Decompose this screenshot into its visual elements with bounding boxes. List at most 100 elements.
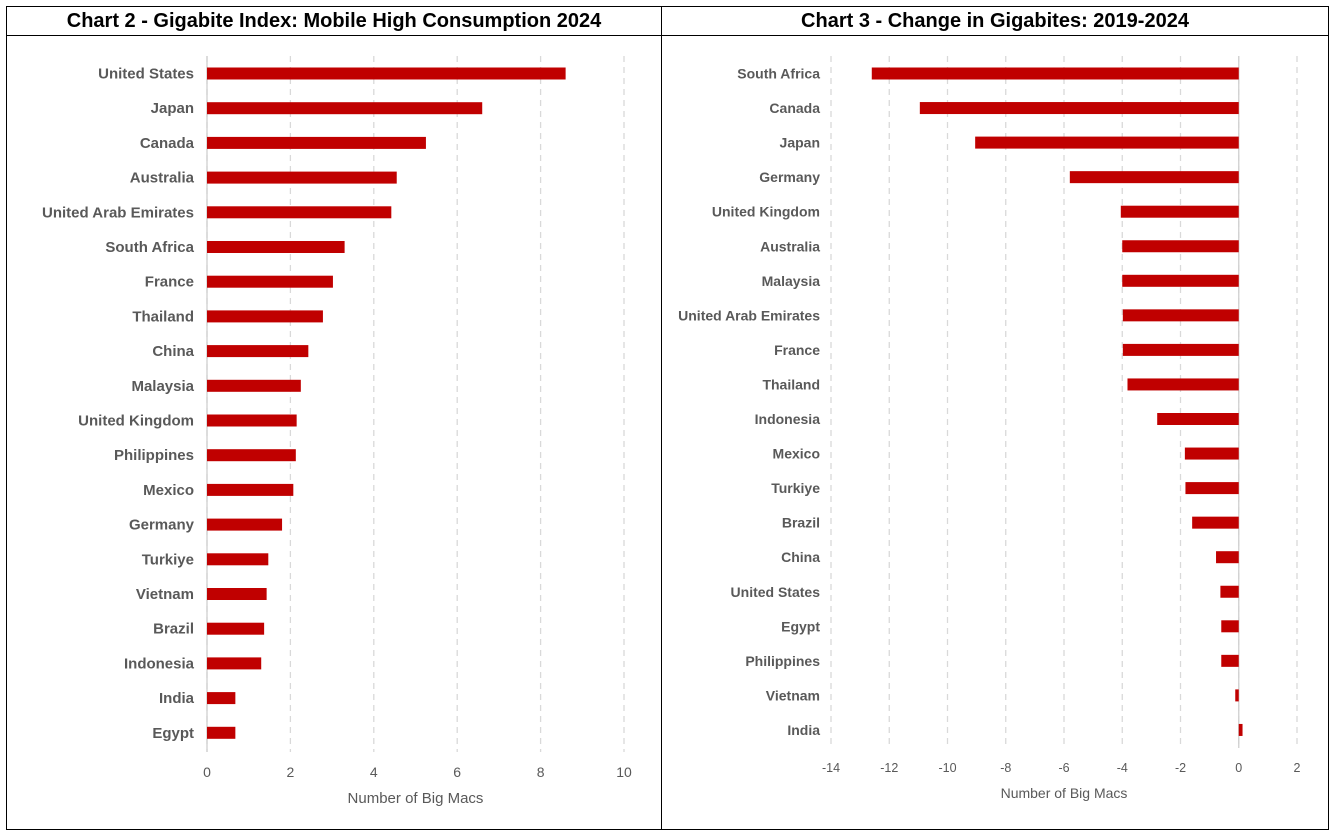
tick-label: 2 [287, 764, 295, 780]
category-label: Indonesia [124, 655, 195, 672]
bar [207, 379, 301, 392]
bar [1221, 654, 1239, 667]
x-axis-title: Number of Big Macs [348, 790, 484, 807]
category-label: Malaysia [131, 378, 194, 395]
category-label: France [145, 274, 194, 291]
panel-divider [661, 6, 662, 830]
bar [207, 275, 333, 288]
bar [1238, 723, 1243, 736]
bar [207, 241, 345, 253]
category-label: China [152, 343, 194, 360]
tick-label: -12 [880, 761, 898, 775]
category-label: United States [98, 66, 194, 83]
category-label: Canada [769, 100, 820, 116]
bar [1184, 447, 1239, 460]
bar [1216, 551, 1239, 564]
tick-label: 0 [1235, 761, 1242, 775]
tick-label: 0 [203, 764, 211, 780]
bar [207, 588, 267, 600]
category-label: Vietnam [766, 687, 820, 703]
title-divider [6, 35, 1329, 36]
category-label: Egypt [781, 618, 820, 634]
bar [207, 726, 236, 739]
category-label: Egypt [152, 725, 194, 742]
category-label: Australia [760, 238, 820, 254]
chart-3-title: Chart 3 - Change in Gigabites: 2019-2024 [801, 10, 1189, 32]
bar [1157, 413, 1239, 425]
tick-label: -10 [938, 761, 956, 775]
category-label: France [774, 342, 820, 358]
category-label: South Africa [105, 239, 194, 256]
bar [1122, 343, 1239, 356]
category-label: Australia [130, 170, 195, 187]
bar [207, 483, 294, 496]
bar [207, 518, 283, 531]
category-label: Mexico [773, 446, 820, 462]
bar [207, 136, 426, 149]
bar [919, 102, 1239, 115]
category-label: Germany [129, 517, 195, 534]
bar [207, 414, 297, 427]
bar [871, 67, 1239, 80]
bar [207, 657, 262, 670]
tick-label: -8 [1000, 761, 1011, 775]
category-label: Brazil [782, 515, 820, 531]
bar [1192, 516, 1239, 529]
category-label: China [781, 549, 820, 565]
category-label: Mexico [143, 482, 194, 499]
bar [1185, 482, 1239, 495]
category-label: Brazil [153, 621, 194, 638]
category-label: Malaysia [762, 273, 821, 289]
category-label: United Kingdom [712, 204, 820, 220]
bar [207, 102, 483, 115]
bar [207, 171, 397, 184]
category-label: Thailand [132, 308, 194, 325]
category-label: United Kingdom [78, 413, 194, 430]
bar [1069, 171, 1239, 184]
category-label: Japan [780, 135, 820, 151]
category-label: India [787, 722, 820, 738]
bar [1120, 205, 1239, 218]
category-label: India [159, 690, 195, 707]
bar [1221, 620, 1239, 633]
chart-2-title: Chart 2 - Gigabite Index: Mobile High Co… [66, 10, 602, 32]
bar [1235, 689, 1239, 702]
category-label: Thailand [762, 376, 820, 392]
bar [207, 449, 296, 462]
tick-label: -6 [1058, 761, 1069, 775]
category-label: Turkiye [771, 480, 820, 496]
category-label: Vietnam [136, 586, 194, 603]
category-label: United States [731, 584, 821, 600]
bar [975, 136, 1239, 149]
category-label: United Arab Emirates [42, 204, 194, 221]
tick-label: 10 [616, 764, 632, 780]
bar [207, 345, 309, 358]
bar [1122, 309, 1239, 322]
x-axis-title: Number of Big Macs [1001, 785, 1128, 801]
bar [207, 553, 269, 566]
category-label: Germany [759, 169, 820, 185]
bar [207, 622, 265, 635]
bar [1220, 585, 1239, 598]
category-label: South Africa [737, 66, 820, 82]
chart-2-plot: United States Japan Canada Australia United … [42, 56, 632, 807]
category-label: Indonesia [755, 411, 821, 427]
tick-label: 8 [537, 764, 545, 780]
bar [1122, 274, 1239, 287]
category-label: Canada [140, 135, 195, 152]
bar [207, 67, 566, 80]
bar [207, 310, 323, 323]
bar [1122, 240, 1239, 253]
tick-label: -14 [822, 761, 840, 775]
tick-label: 2 [1294, 761, 1301, 775]
tick-label: 6 [453, 764, 461, 780]
tick-label: 4 [370, 764, 378, 780]
category-label: United Arab Emirates [678, 307, 820, 323]
bar [1127, 378, 1239, 391]
category-label: Japan [151, 100, 194, 117]
tick-label: -4 [1117, 761, 1128, 775]
bar [207, 206, 392, 219]
category-label: Turkiye [142, 551, 194, 568]
category-label: Philippines [114, 447, 194, 464]
